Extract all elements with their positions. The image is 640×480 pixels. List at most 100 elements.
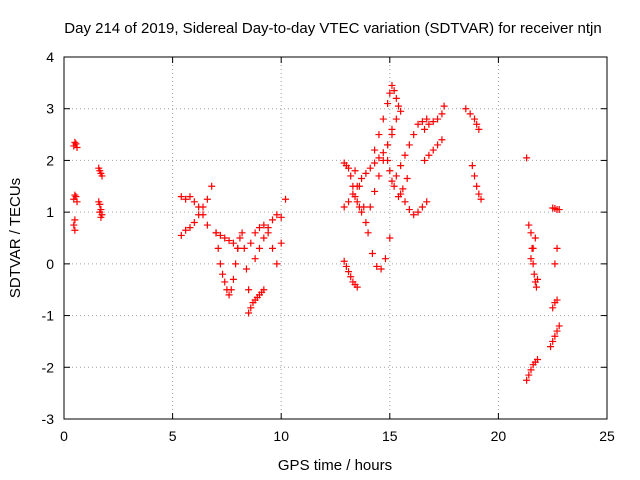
data-point-marker bbox=[214, 244, 222, 252]
data-point-marker bbox=[379, 115, 387, 123]
data-point-marker bbox=[225, 291, 233, 299]
data-point-marker bbox=[255, 244, 263, 252]
data-point-marker bbox=[353, 283, 361, 291]
data-point-marker bbox=[212, 229, 220, 237]
y-tick-label: 3 bbox=[46, 101, 54, 117]
y-tick-label: -3 bbox=[42, 411, 55, 427]
data-point-marker bbox=[347, 172, 355, 180]
x-tick-label: 25 bbox=[599, 428, 615, 444]
y-tick-label: 1 bbox=[46, 204, 54, 220]
data-point-marker bbox=[72, 140, 80, 148]
data-point-marker bbox=[242, 265, 250, 273]
data-point-marker bbox=[362, 218, 370, 226]
data-point-marker bbox=[473, 182, 481, 190]
data-point-marker bbox=[371, 159, 379, 167]
data-point-marker bbox=[364, 229, 372, 237]
y-tick-label: 0 bbox=[46, 256, 54, 272]
data-point-marker bbox=[425, 120, 433, 128]
y-tick-label: -2 bbox=[42, 359, 55, 375]
data-point-marker bbox=[73, 144, 81, 151]
data-point-marker bbox=[345, 164, 353, 172]
data-point-marker bbox=[530, 270, 538, 278]
data-point-marker bbox=[414, 120, 422, 128]
data-point-marker bbox=[371, 146, 379, 154]
data-point-marker bbox=[527, 255, 535, 263]
data-point-marker bbox=[98, 172, 106, 180]
plot-frame bbox=[63, 56, 608, 420]
data-point-marker bbox=[421, 125, 429, 133]
data-point-marker bbox=[251, 229, 259, 237]
data-point-marker bbox=[221, 234, 229, 242]
data-point-marker bbox=[531, 234, 539, 242]
data-point-marker bbox=[390, 182, 398, 190]
data-point-marker bbox=[547, 343, 555, 351]
data-point-marker bbox=[264, 229, 272, 237]
data-point-marker bbox=[423, 198, 431, 206]
data-point-marker bbox=[466, 110, 474, 118]
data-point-marker bbox=[397, 190, 405, 198]
data-point-marker bbox=[368, 250, 376, 258]
data-point-marker bbox=[405, 141, 413, 149]
data-point-marker bbox=[282, 195, 290, 203]
data-point-marker bbox=[533, 275, 541, 283]
data-point-marker bbox=[529, 244, 537, 252]
grid-layer bbox=[64, 57, 607, 419]
data-point-marker bbox=[549, 304, 557, 312]
data-point-marker bbox=[186, 193, 194, 201]
data-point-marker bbox=[177, 231, 185, 239]
data-point-marker bbox=[182, 226, 190, 234]
data-point-marker bbox=[418, 203, 426, 211]
data-point-marker bbox=[532, 283, 540, 291]
data-point-marker bbox=[527, 366, 535, 374]
data-point-marker bbox=[345, 268, 353, 276]
data-point-marker bbox=[375, 172, 383, 180]
data-point-marker bbox=[551, 299, 559, 307]
data-point-marker bbox=[377, 265, 385, 273]
data-point-marker bbox=[351, 167, 359, 175]
data-point-marker bbox=[72, 193, 80, 201]
chart-title: Day 214 of 2019, Sidereal Day-to-day VTE… bbox=[64, 20, 601, 37]
data-point-marker bbox=[216, 260, 224, 268]
data-point-marker bbox=[477, 195, 485, 203]
data-point-marker bbox=[247, 304, 255, 312]
data-point-marker bbox=[340, 257, 348, 265]
y-tick-label: 2 bbox=[46, 152, 54, 168]
data-point-marker bbox=[358, 175, 366, 183]
data-point-marker bbox=[434, 115, 442, 123]
data-point-marker bbox=[232, 260, 240, 268]
data-point-marker bbox=[397, 107, 405, 115]
data-point-marker bbox=[195, 211, 203, 219]
data-point-marker bbox=[340, 203, 348, 211]
x-axis-label: GPS time / hours bbox=[278, 457, 392, 474]
data-point-marker bbox=[349, 190, 357, 198]
data-point-marker bbox=[388, 177, 396, 185]
data-point-marker bbox=[440, 102, 448, 110]
data-point-marker bbox=[71, 138, 79, 146]
y-tick-label: 4 bbox=[46, 49, 54, 65]
data-point-marker bbox=[475, 190, 483, 198]
data-point-marker bbox=[360, 203, 368, 211]
data-point-marker bbox=[203, 195, 211, 203]
data-point-marker bbox=[529, 260, 537, 268]
data-point-marker bbox=[462, 105, 470, 113]
data-point-marker bbox=[434, 141, 442, 149]
data-point-marker bbox=[375, 154, 383, 162]
data-point-marker bbox=[199, 203, 207, 211]
data-point-marker bbox=[555, 322, 563, 330]
data-point-marker bbox=[190, 218, 198, 226]
data-point-marker bbox=[397, 162, 405, 170]
data-point-marker bbox=[388, 125, 396, 133]
data-point-marker bbox=[533, 356, 541, 364]
data-point-marker bbox=[438, 136, 446, 144]
data-point-marker bbox=[203, 221, 211, 229]
data-point-marker bbox=[353, 198, 361, 206]
data-point-marker bbox=[381, 255, 389, 263]
data-point-marker bbox=[384, 141, 392, 149]
data-point-marker bbox=[418, 118, 426, 126]
data-point-marker bbox=[410, 211, 418, 219]
data-point-marker bbox=[401, 198, 409, 206]
data-point-marker bbox=[245, 309, 253, 317]
data-point-marker bbox=[414, 208, 422, 216]
data-point-marker bbox=[386, 234, 394, 242]
data-point-marker bbox=[277, 239, 285, 247]
